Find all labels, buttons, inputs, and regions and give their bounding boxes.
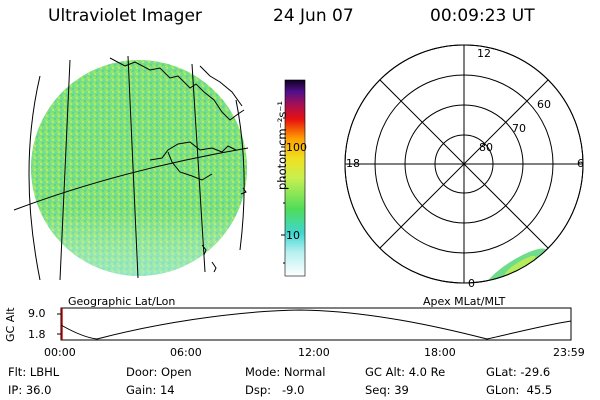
mlt-label-6: 6 [577,157,584,170]
time-tick-0000: 00:00 [44,346,76,359]
mlt-label-12: 12 [477,47,491,60]
coastline [211,261,217,273]
time-tick-2359: 23:59 [553,346,585,359]
mlt-label-0: 0 [468,277,475,290]
date-label: 24 Jun 07 [273,6,354,26]
status-seq: Seq: 39 [365,383,409,397]
altitude-tick-9: 9.0 [28,307,46,320]
status-glat: GLat: -29.6 [486,365,551,379]
status-dsp: Dsp: -9.0 [245,383,305,397]
altitude-plot [57,307,572,341]
coastline [149,141,237,161]
meridian-line [59,59,71,281]
time-tick-1200: 12:00 [298,346,330,359]
status-ip: IP: 36.0 [8,383,52,397]
time-tick-0600: 06:00 [170,346,202,359]
coastline [199,65,243,107]
time-tick-1800: 18:00 [424,346,456,359]
status-door: Door: Open [126,365,192,379]
meridian-line [127,55,139,279]
mlat-label-70: 70 [512,122,526,135]
mlt-label-18: 18 [346,157,360,170]
meridian-line [191,63,206,273]
instrument-title: Ultraviolet Imager [48,6,202,26]
status-mode: Mode: Normal [245,365,326,379]
colorbar-unit-label: photon cm⁻²s⁻¹ [275,101,289,190]
geographic-image [13,55,249,281]
coastline [240,187,247,195]
altitude-tick-1-8: 1.8 [28,328,46,341]
altitude-curve [60,309,572,340]
polar-plot [344,44,584,284]
status-filter: Flt: LBHL [8,365,60,379]
coastline [201,244,207,256]
geographic-panel-label: Geographic Lat/Lon [68,295,176,308]
altitude-ylabel: GC Alt [4,307,17,342]
colorbar [281,79,306,277]
coastline [109,57,245,121]
altitude-plot-frame [60,307,572,341]
colorbar-tick-10: 10 [286,229,300,242]
mlat-label-60: 60 [537,98,551,111]
mlat-label-80: 80 [479,141,493,154]
status-glon: GLon: 45.5 [486,383,553,397]
apex-panel-label: Apex MLat/MLT [423,295,506,308]
status-gain: Gain: 14 [126,383,175,397]
polar-diagonal [379,79,549,249]
colorbar-tick-100: 100 [286,141,307,154]
limb-line [28,75,41,281]
coastline [167,151,213,181]
status-gc-alt: GC Alt: 4.0 Re [365,365,446,379]
latitude-line [13,147,249,211]
time-label: 00:09:23 UT [430,6,535,26]
limb-line [235,99,245,251]
